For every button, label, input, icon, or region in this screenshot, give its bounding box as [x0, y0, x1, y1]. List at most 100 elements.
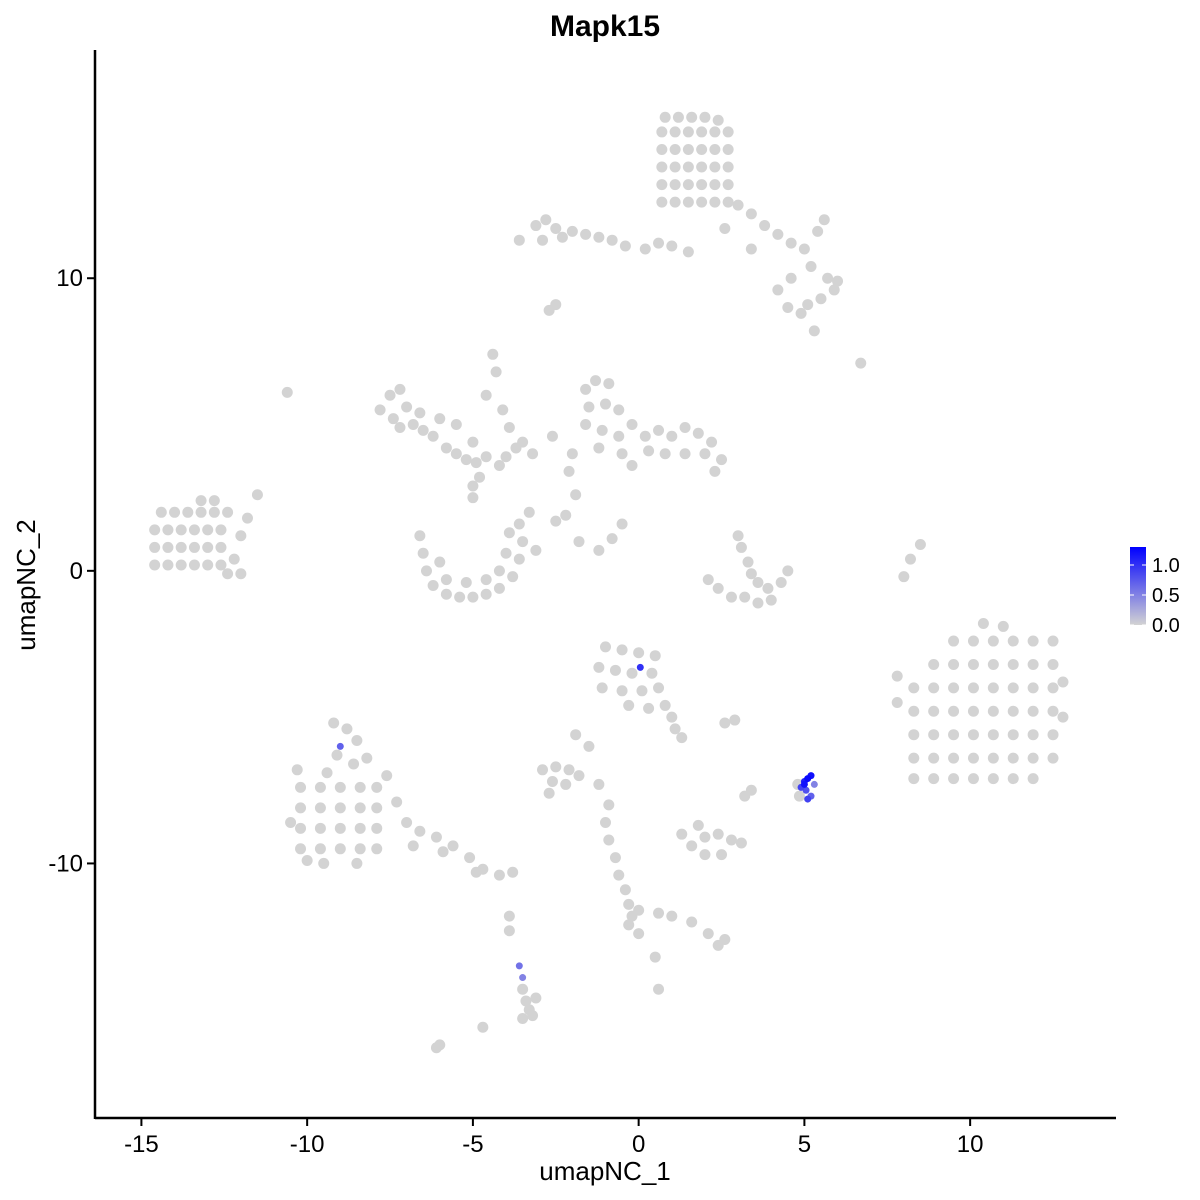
data-point [1007, 752, 1019, 764]
data-point [334, 843, 346, 855]
data-point [537, 234, 549, 246]
legend-label: 0.5 [1152, 585, 1180, 607]
data-point [1057, 711, 1069, 723]
data-point [702, 928, 714, 940]
data-point [609, 664, 621, 676]
data-point [646, 667, 658, 679]
data-point [480, 588, 492, 600]
data-point [616, 644, 628, 656]
data-point [696, 143, 708, 155]
data-point [669, 723, 681, 735]
data-point [702, 574, 714, 586]
data-point [460, 454, 472, 466]
data-point-expressed [810, 780, 818, 788]
data-point [513, 518, 525, 530]
data-point [603, 799, 615, 811]
data-point [351, 735, 363, 747]
data-point [793, 790, 805, 802]
data-point [454, 591, 466, 603]
data-point [613, 869, 625, 881]
data-point [215, 559, 227, 571]
data-point [1007, 635, 1019, 647]
data-point [666, 240, 678, 252]
data-point [596, 424, 608, 436]
data-point [560, 778, 572, 790]
data-point-expressed [519, 974, 527, 982]
data-point [175, 524, 187, 536]
data-point [967, 635, 979, 647]
data-point [1007, 658, 1019, 670]
data-point [590, 375, 602, 387]
data-point [188, 541, 200, 553]
data-point [735, 837, 747, 849]
data-point [948, 658, 960, 670]
data-point [527, 1010, 539, 1022]
points-layer [149, 111, 1069, 1054]
data-point [149, 559, 161, 571]
data-point [593, 442, 605, 454]
data-point [374, 404, 386, 416]
data-point [497, 404, 509, 416]
data-point [639, 243, 651, 255]
data-point [593, 231, 605, 243]
data-point [580, 419, 592, 431]
data-point-expressed [515, 962, 523, 970]
data-point [1027, 682, 1039, 694]
data-point [659, 699, 671, 711]
y-tick-label: -10 [48, 850, 83, 877]
data-point [948, 682, 960, 694]
data-point [480, 574, 492, 586]
data-point [666, 711, 678, 723]
data-point [546, 776, 558, 788]
data-point [182, 506, 194, 518]
data-point [401, 401, 413, 413]
data-point [188, 559, 200, 571]
data-point [696, 196, 708, 208]
data-point [682, 126, 694, 138]
data-point [321, 767, 333, 779]
data-point-expressed [336, 742, 344, 750]
data-point [1007, 729, 1019, 741]
data-point [228, 553, 240, 565]
data-point [948, 635, 960, 647]
data-point [987, 752, 999, 764]
y-tick-label: 0 [70, 558, 83, 585]
data-point [513, 234, 525, 246]
data-point [613, 404, 625, 416]
data-point [948, 705, 960, 717]
data-point [709, 126, 721, 138]
data-point [1047, 729, 1059, 741]
data-point [682, 143, 694, 155]
data-point [682, 196, 694, 208]
data-point [162, 559, 174, 571]
data-point [745, 784, 757, 796]
data-point [692, 427, 704, 439]
data-point [822, 272, 834, 284]
data-point [235, 568, 247, 580]
data-point [732, 530, 744, 542]
data-point [500, 451, 512, 463]
data-point [623, 699, 635, 711]
data-point [656, 179, 668, 191]
data-point [477, 1021, 489, 1033]
data-point [606, 234, 618, 246]
data-point [676, 828, 688, 840]
data-point [371, 822, 383, 834]
data-point [467, 492, 479, 504]
data-point [235, 530, 247, 542]
data-point [583, 740, 595, 752]
data-point [222, 568, 234, 580]
data-point [430, 831, 442, 843]
data-point [732, 199, 744, 211]
data-point [251, 489, 263, 501]
data-point [666, 910, 678, 922]
data-point [596, 682, 608, 694]
data-point [762, 582, 774, 594]
legend-label: 0.0 [1152, 615, 1180, 637]
data-point [967, 752, 979, 764]
data-point [739, 591, 751, 603]
data-point [503, 527, 515, 539]
data-point [643, 702, 655, 714]
data-point [745, 208, 757, 220]
data-point [447, 840, 459, 852]
